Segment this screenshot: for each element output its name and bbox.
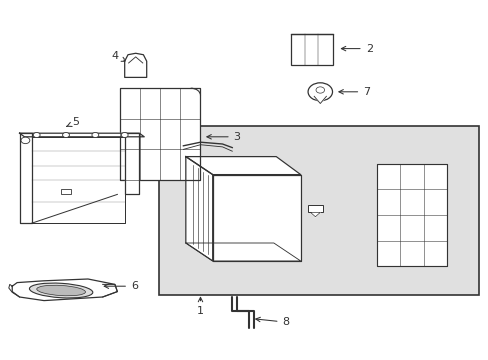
Polygon shape [185,243,300,261]
Bar [376,164,447,266]
Circle shape [92,132,99,138]
Polygon shape [314,96,326,104]
Text: 2: 2 [341,44,372,54]
Circle shape [307,83,332,101]
Polygon shape [20,133,144,137]
Bar [290,34,332,65]
Polygon shape [185,157,300,175]
Circle shape [315,87,324,93]
Polygon shape [212,175,300,261]
Bar [61,189,71,194]
Ellipse shape [29,283,93,298]
Polygon shape [32,137,124,223]
Bar [307,205,322,212]
Bar [159,126,478,295]
Polygon shape [12,279,117,301]
Text: 8: 8 [255,317,289,327]
Text: 3: 3 [206,132,240,142]
Polygon shape [20,133,32,223]
Text: 4: 4 [111,51,126,61]
Polygon shape [185,157,212,261]
Circle shape [121,132,128,138]
Circle shape [33,132,40,138]
Circle shape [21,137,30,144]
Polygon shape [310,212,320,217]
Text: 6: 6 [104,281,138,291]
Polygon shape [124,133,139,194]
Ellipse shape [37,285,85,296]
Text: 7: 7 [338,87,369,97]
Text: 1: 1 [197,297,203,316]
Bar [120,88,200,180]
Polygon shape [124,53,146,77]
Text: 5: 5 [67,117,79,127]
Circle shape [62,132,69,138]
